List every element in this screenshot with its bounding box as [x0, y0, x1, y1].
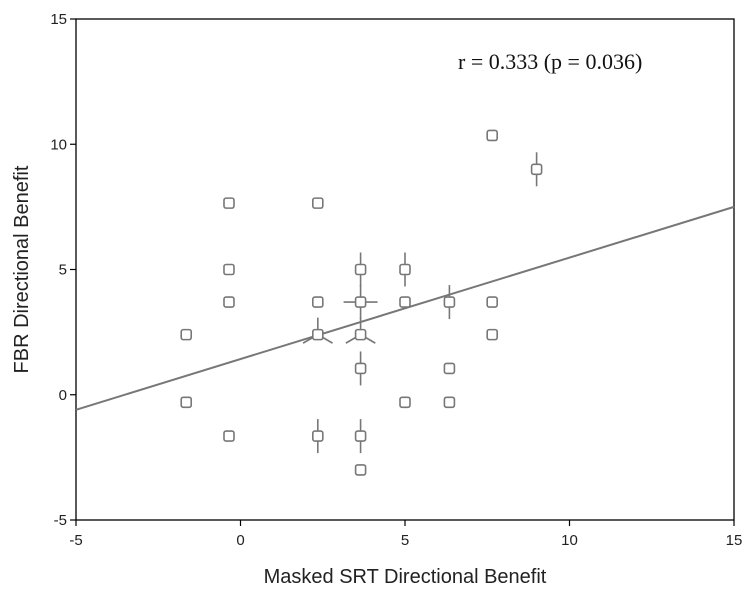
scatter-point — [486, 328, 498, 341]
y-tick-label: -5 — [54, 512, 67, 529]
scatter-point — [223, 296, 235, 308]
scatter-point — [354, 252, 367, 287]
y-axis-label: FBR Directional Benefit — [11, 165, 33, 373]
scatter-point — [486, 129, 498, 142]
point-marker — [486, 328, 498, 341]
scatter-point — [530, 152, 543, 187]
point-marker — [443, 396, 456, 409]
x-axis-ticks: -5 0 5 10 15 — [69, 520, 742, 549]
scatter-point — [354, 464, 367, 476]
data-points — [180, 129, 543, 476]
x-tick-label: 5 — [401, 532, 409, 549]
scatter-point — [486, 296, 498, 308]
point-marker — [312, 296, 324, 308]
y-tick-label: 0 — [59, 387, 67, 404]
scatter-point — [302, 317, 333, 344]
scatter-point — [223, 197, 235, 209]
y-tick-label: 5 — [59, 262, 67, 279]
scatter-point — [312, 419, 324, 454]
scatter-point — [399, 296, 411, 308]
point-marker — [486, 296, 498, 308]
scatter-point — [223, 263, 235, 276]
scatter-point — [443, 362, 456, 375]
point-marker — [180, 396, 193, 409]
scatter-point — [223, 430, 235, 442]
scatter-point — [399, 396, 411, 409]
scatter-point — [354, 351, 367, 386]
point-marker — [443, 296, 456, 308]
point-marker — [530, 163, 543, 176]
y-tick-label: 10 — [50, 136, 67, 153]
point-marker — [223, 296, 235, 308]
point-marker — [399, 263, 411, 276]
point-marker — [312, 197, 324, 209]
point-marker — [399, 296, 411, 308]
scatter-point — [443, 285, 456, 320]
point-marker — [312, 430, 324, 442]
scatter-point — [180, 328, 193, 341]
point-marker — [354, 296, 367, 308]
point-marker — [354, 362, 367, 375]
correlation-annotation: r = 0.333 (p = 0.036) — [458, 49, 642, 74]
point-marker — [354, 464, 367, 476]
x-axis-label: Masked SRT Directional Benefit — [264, 566, 547, 588]
y-axis-ticks: -5 0 5 10 15 — [50, 11, 76, 529]
scatter-point — [399, 252, 411, 287]
point-marker — [354, 328, 367, 341]
point-marker — [180, 328, 193, 341]
x-tick-label: 10 — [561, 532, 578, 549]
scatter-point — [312, 197, 324, 209]
point-marker — [354, 430, 367, 442]
scatter-point — [354, 419, 367, 454]
y-tick-label: 15 — [50, 11, 67, 28]
scatter-point — [443, 396, 456, 409]
scatter-point — [345, 317, 376, 344]
x-tick-label: -5 — [69, 532, 82, 549]
scatter-point — [180, 396, 193, 409]
x-tick-label: 15 — [726, 532, 743, 549]
point-marker — [354, 263, 367, 276]
point-marker — [399, 396, 411, 409]
point-marker — [223, 263, 235, 276]
x-tick-label: 0 — [236, 532, 244, 549]
scatter-point — [343, 285, 378, 320]
point-marker — [312, 328, 324, 341]
point-marker — [486, 129, 498, 142]
regression-line — [75, 205, 735, 411]
point-marker — [223, 197, 235, 209]
point-marker — [443, 362, 456, 375]
point-marker — [223, 430, 235, 442]
scatter-point — [312, 296, 324, 308]
